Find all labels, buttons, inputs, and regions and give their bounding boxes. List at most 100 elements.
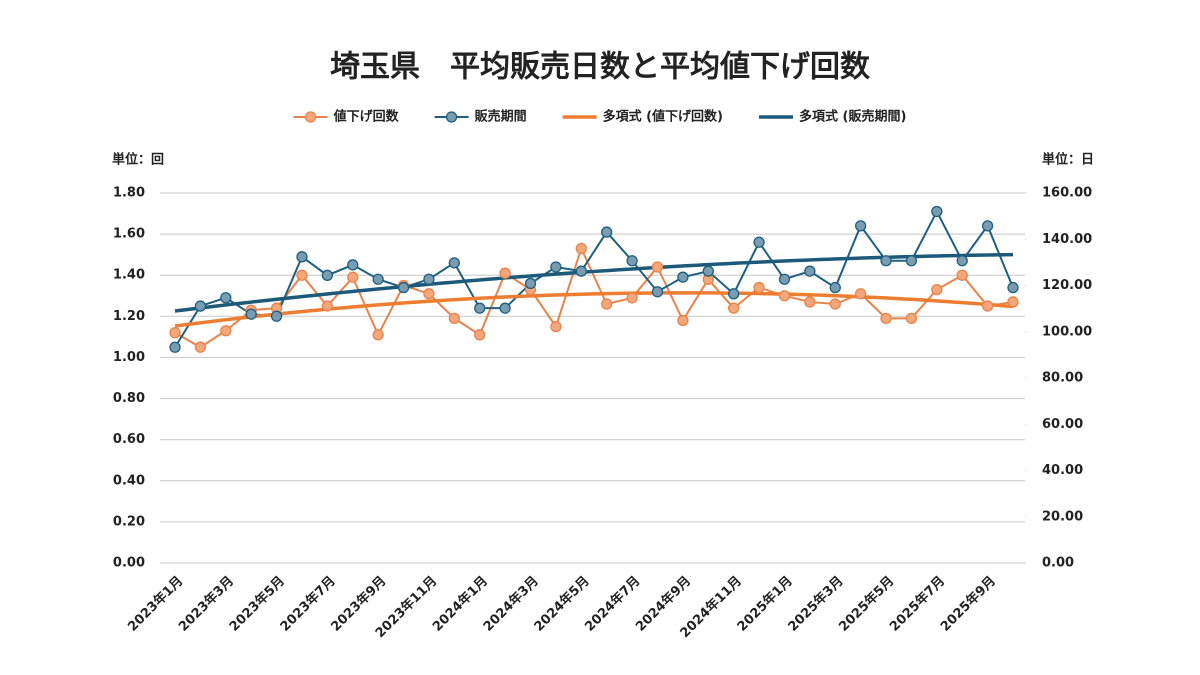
legend-label: 多項式 (販売期間) bbox=[799, 109, 906, 125]
y-tick-label: 0.40 bbox=[113, 473, 145, 488]
data-point bbox=[474, 329, 486, 341]
data-point bbox=[626, 292, 638, 304]
data-point bbox=[270, 310, 283, 322]
data-point bbox=[499, 302, 511, 314]
data-point bbox=[372, 273, 384, 285]
data-point bbox=[931, 283, 943, 296]
data-point bbox=[499, 267, 511, 279]
data-point bbox=[829, 298, 841, 310]
data-point bbox=[651, 286, 664, 298]
y-tick-label: 0.20 bbox=[113, 514, 145, 529]
data-point bbox=[169, 327, 181, 339]
y2-tick-label: 120.00 bbox=[1042, 278, 1092, 293]
data-point bbox=[372, 329, 384, 341]
data-point bbox=[677, 271, 689, 283]
data-point bbox=[728, 302, 740, 314]
data-point bbox=[753, 281, 765, 294]
data-point bbox=[524, 277, 537, 290]
data-point bbox=[651, 261, 664, 273]
y-tick-label: 1.40 bbox=[113, 268, 145, 283]
trendline bbox=[174, 252, 1014, 313]
data-point bbox=[626, 255, 638, 267]
legend-marker bbox=[304, 111, 317, 123]
y-tick-label: 1.20 bbox=[113, 309, 145, 324]
y2-tick-label: 20.00 bbox=[1042, 509, 1083, 524]
y2-tick-label: 140.00 bbox=[1042, 232, 1092, 247]
data-point bbox=[474, 302, 486, 314]
y2-tick-label: 40.00 bbox=[1042, 463, 1083, 478]
legend-label: 多項式 (値下げ回数) bbox=[603, 109, 723, 125]
data-point bbox=[728, 288, 740, 300]
data-point bbox=[829, 281, 841, 294]
data-point bbox=[550, 261, 562, 273]
y-axis-unit: 単位：回 bbox=[112, 152, 164, 168]
legend-label: 値下げ回数 bbox=[333, 109, 400, 125]
legend: 値下げ回数 販売期間 多項式 (値下げ回数) 多項式 (販売期間) bbox=[293, 109, 906, 125]
data-point bbox=[804, 296, 816, 308]
data-point bbox=[880, 255, 892, 267]
data-point bbox=[1007, 296, 1019, 308]
legend-item: 多項式 (値下げ回数) bbox=[562, 109, 723, 125]
data-point bbox=[956, 269, 968, 281]
data-point bbox=[550, 320, 562, 333]
chart-title: 埼玉県 平均販売日数と平均値下げ回数 bbox=[330, 50, 871, 85]
data-point bbox=[347, 271, 359, 283]
x-tick-label: 2025年9月 bbox=[937, 573, 999, 635]
data-point bbox=[778, 273, 791, 285]
data-point bbox=[220, 292, 232, 304]
data-point bbox=[448, 312, 460, 325]
data-point bbox=[448, 257, 460, 269]
y-tick-label: 0.60 bbox=[113, 432, 145, 447]
y-tick-label: 0.00 bbox=[113, 556, 145, 571]
data-point bbox=[702, 265, 714, 277]
trendline bbox=[174, 291, 1014, 328]
data-point bbox=[296, 269, 308, 281]
data-point bbox=[677, 314, 689, 327]
y2-tick-label: 100.00 bbox=[1042, 324, 1092, 339]
data-point bbox=[423, 273, 435, 285]
y-tick-label: 1.00 bbox=[113, 350, 145, 365]
data-point bbox=[601, 298, 613, 310]
series-line bbox=[174, 209, 1014, 348]
data-point bbox=[194, 341, 207, 353]
data-point bbox=[321, 300, 334, 312]
data-point bbox=[245, 308, 257, 320]
data-point bbox=[169, 341, 181, 353]
data-point bbox=[296, 251, 308, 263]
data-point bbox=[397, 281, 410, 294]
data-point bbox=[423, 288, 435, 300]
data-point bbox=[905, 312, 918, 325]
data-point bbox=[880, 312, 892, 325]
legend-marker bbox=[445, 111, 458, 123]
y2-axis-unit: 単位：日 bbox=[1042, 152, 1094, 168]
data-point bbox=[601, 226, 613, 238]
data-point bbox=[905, 255, 918, 267]
data-point bbox=[956, 255, 968, 267]
data-point bbox=[778, 290, 791, 302]
data-point bbox=[1007, 281, 1019, 294]
legend-label: 販売期間 bbox=[475, 109, 527, 125]
y2-tick-label: 0.00 bbox=[1042, 556, 1074, 571]
legend-item: 多項式 (販売期間) bbox=[759, 109, 906, 125]
legend-item: 値下げ回数 bbox=[293, 109, 400, 125]
y2-tick-label: 80.00 bbox=[1042, 371, 1083, 386]
y-tick-label: 1.80 bbox=[113, 186, 145, 201]
data-point bbox=[931, 205, 943, 218]
data-point bbox=[854, 220, 867, 232]
data-point bbox=[575, 242, 587, 255]
y-tick-label: 1.60 bbox=[113, 227, 145, 242]
y-tick-label: 0.80 bbox=[113, 391, 145, 406]
data-point bbox=[575, 265, 587, 277]
data-point bbox=[981, 220, 994, 232]
data-point bbox=[854, 288, 867, 300]
legend-item: 販売期間 bbox=[434, 109, 527, 125]
data-point bbox=[194, 300, 207, 312]
data-point bbox=[220, 325, 232, 337]
y2-tick-label: 60.00 bbox=[1042, 417, 1083, 432]
data-point bbox=[753, 236, 765, 248]
data-point bbox=[804, 265, 816, 277]
y2-tick-label: 160.00 bbox=[1042, 186, 1092, 201]
data-point bbox=[347, 259, 359, 271]
data-point bbox=[321, 269, 334, 281]
